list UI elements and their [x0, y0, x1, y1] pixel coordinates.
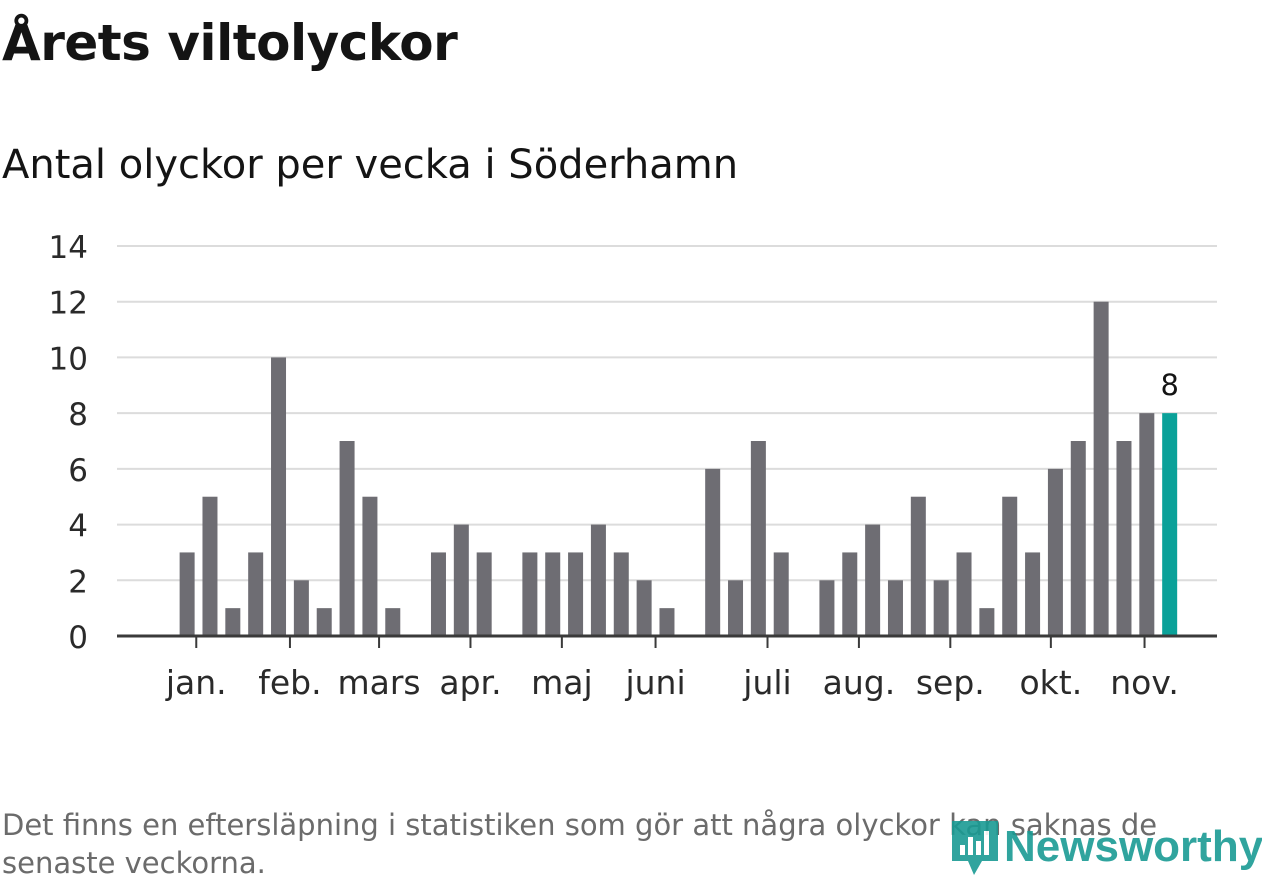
bar: [248, 552, 264, 636]
bar: [1047, 468, 1063, 636]
bar: [636, 580, 652, 636]
x-tick-label: juni: [624, 663, 685, 702]
bar: [728, 580, 744, 636]
bar: [590, 524, 606, 636]
bar: [339, 441, 355, 636]
x-tick-label: nov.: [1110, 663, 1179, 702]
bar: [1139, 413, 1155, 636]
bar: [362, 496, 378, 636]
bar: [979, 608, 995, 636]
x-tick-label: sep.: [916, 663, 985, 702]
y-tick-label: 8: [68, 397, 88, 433]
bar: [385, 608, 401, 636]
y-tick-label: 14: [49, 230, 88, 266]
bar-highlight: [1162, 413, 1178, 636]
data-label: 8: [1160, 368, 1178, 402]
bar: [773, 552, 789, 636]
page-title: Årets viltolyckor: [2, 14, 458, 72]
y-tick-label: 4: [68, 509, 88, 545]
newsworthy-logo: Newsworthy: [950, 815, 1262, 879]
x-tick-label: juli: [742, 663, 791, 702]
x-tick-label: apr.: [439, 663, 501, 702]
bar: [1070, 441, 1086, 636]
y-tick-label: 6: [68, 453, 88, 489]
bar: [522, 552, 538, 636]
bar: [293, 580, 309, 636]
bar: [179, 552, 195, 636]
bar: [202, 496, 218, 636]
bar: [430, 552, 446, 636]
bar: [545, 552, 561, 636]
bar: [865, 524, 881, 636]
bar: [271, 357, 287, 636]
bar: [1025, 552, 1041, 636]
x-tick-label: okt.: [1019, 663, 1082, 702]
x-tick-label: feb.: [258, 663, 321, 702]
x-tick-label: jan.: [165, 663, 227, 702]
y-tick-label: 12: [49, 286, 88, 322]
bar: [453, 524, 469, 636]
x-tick-label: mars: [337, 663, 420, 702]
bar: [568, 552, 584, 636]
bar: [476, 552, 492, 636]
x-tick-label: maj: [531, 663, 593, 702]
bar: [887, 580, 903, 636]
bar-chart-icon: [952, 821, 998, 875]
y-tick-label: 10: [49, 341, 88, 377]
bar: [933, 580, 949, 636]
bar: [910, 496, 926, 636]
y-tick-label: 2: [68, 564, 88, 600]
chart-subtitle: Antal olyckor per vecka i Söderhamn: [2, 142, 739, 188]
bar: [1116, 441, 1132, 636]
bar: [1093, 301, 1109, 636]
bar: [956, 552, 972, 636]
bar: [316, 608, 332, 636]
bar: [613, 552, 629, 636]
bar: [819, 580, 835, 636]
x-tick-label: aug.: [823, 663, 896, 702]
bar: [750, 441, 766, 636]
bar: [659, 608, 675, 636]
logo-text: Newsworthy: [1004, 822, 1262, 871]
bar: [705, 468, 721, 636]
y-tick-label: 0: [68, 620, 88, 656]
bar: [1002, 496, 1018, 636]
bar: [842, 552, 858, 636]
bar: [225, 608, 241, 636]
